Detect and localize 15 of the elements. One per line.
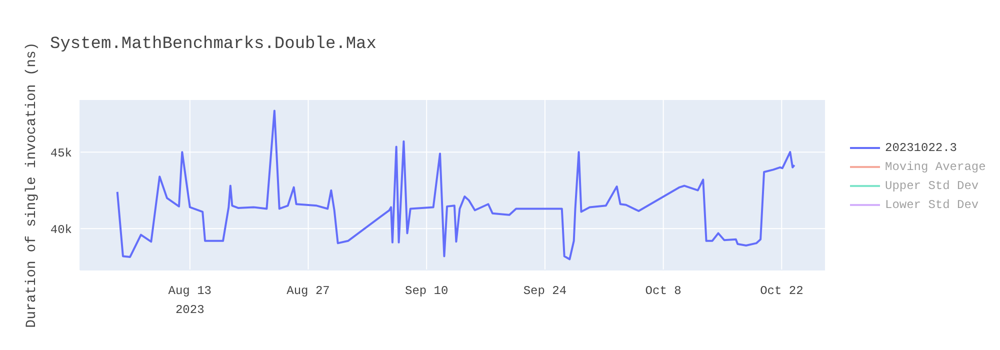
y-tick-label: 40k <box>50 222 72 237</box>
legend-label: 20231022.3 <box>885 140 958 154</box>
x-tick-label: Sep 24 <box>523 284 567 298</box>
x-tick-label: Oct 8 <box>645 284 682 298</box>
x-tick-label: Aug 27 <box>286 284 330 298</box>
legend-label: Upper Std Dev <box>885 178 979 192</box>
x-tick-label: Sep 10 <box>405 284 448 298</box>
y-tick-label: 45k <box>50 146 72 160</box>
chart-title: System.MathBenchmarks.Double.Max <box>50 35 376 54</box>
legend-label: Lower Std Dev <box>885 198 979 212</box>
x-tick-label: Oct 22 <box>760 284 804 298</box>
line-series <box>116 110 796 260</box>
legend-label: Moving Average <box>885 160 986 174</box>
x-tick-label: Aug 13 2023 <box>168 284 212 318</box>
y-axis-title: Duration of single invocation (ns) <box>24 42 40 328</box>
